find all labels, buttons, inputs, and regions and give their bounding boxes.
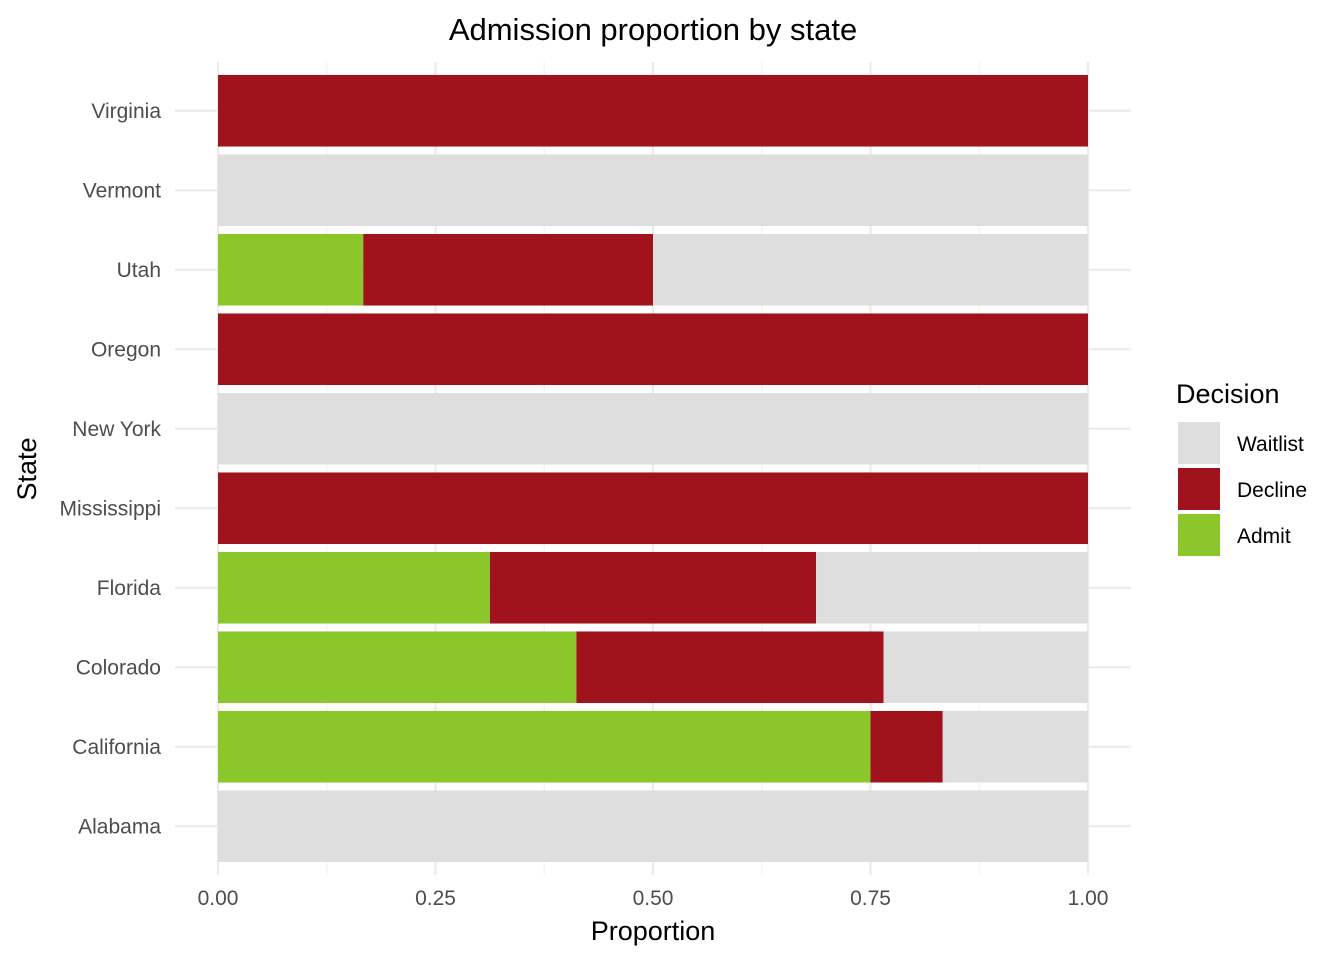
bar-virginia-decline bbox=[218, 74, 1088, 147]
x-tick-label: 0.25 bbox=[415, 887, 456, 910]
bar-california-waitlist bbox=[942, 710, 1088, 783]
bar-utah-decline bbox=[363, 233, 653, 306]
chart-title: Admission proportion by state bbox=[449, 12, 857, 47]
x-axis-tick-labels: 0.00 0.25 0.50 0.75 1.00 bbox=[198, 887, 1109, 910]
legend-title: Decision bbox=[1176, 379, 1280, 409]
bar-california-decline bbox=[870, 710, 943, 783]
legend-label-admit: Admit bbox=[1237, 525, 1291, 548]
y-axis-tick-labels: Alabama California Colorado Florida Mississi… bbox=[59, 100, 161, 839]
x-tick-label: 0.50 bbox=[633, 887, 674, 910]
bar-vermont-waitlist bbox=[218, 154, 1088, 227]
y-tick-label: Oregon bbox=[91, 338, 161, 361]
bar-florida-admit bbox=[218, 551, 490, 624]
legend-label-waitlist: Waitlist bbox=[1237, 433, 1304, 456]
bar-colorado-decline bbox=[576, 631, 884, 704]
bar-alabama-waitlist bbox=[218, 790, 1088, 863]
legend: Decision Waitlist Decline Admit bbox=[1176, 379, 1307, 556]
bar-california-admit bbox=[218, 710, 871, 783]
y-tick-label: Florida bbox=[97, 577, 162, 600]
bar-utah-waitlist bbox=[653, 233, 1088, 306]
x-tick-label: 0.75 bbox=[850, 887, 891, 910]
bar-colorado-admit bbox=[218, 631, 577, 704]
y-tick-label: California bbox=[72, 736, 161, 759]
legend-key-decline bbox=[1178, 468, 1220, 510]
bars bbox=[218, 74, 1088, 863]
bar-utah-admit bbox=[218, 233, 364, 306]
y-tick-label: Vermont bbox=[83, 179, 161, 202]
bar-florida-waitlist bbox=[816, 551, 1088, 624]
y-axis-title: State bbox=[12, 437, 42, 500]
legend-key-waitlist bbox=[1178, 422, 1220, 464]
bar-mississippi-decline bbox=[218, 472, 1088, 545]
y-tick-label: Colorado bbox=[76, 656, 161, 679]
y-tick-label: Mississippi bbox=[59, 497, 161, 520]
x-tick-label: 0.00 bbox=[198, 887, 239, 910]
bar-colorado-waitlist bbox=[883, 631, 1088, 704]
bar-new-york-waitlist bbox=[218, 392, 1088, 465]
y-tick-label: Alabama bbox=[78, 815, 161, 838]
legend-key-admit bbox=[1178, 514, 1220, 556]
bar-oregon-decline bbox=[218, 313, 1088, 386]
y-tick-label: New York bbox=[72, 418, 161, 441]
x-tick-label: 1.00 bbox=[1068, 887, 1109, 910]
bar-florida-decline bbox=[489, 551, 817, 624]
y-tick-label: Utah bbox=[117, 259, 161, 282]
x-axis-title: Proportion bbox=[591, 916, 716, 946]
legend-label-decline: Decline bbox=[1237, 479, 1307, 502]
y-tick-label: Virginia bbox=[91, 100, 161, 123]
